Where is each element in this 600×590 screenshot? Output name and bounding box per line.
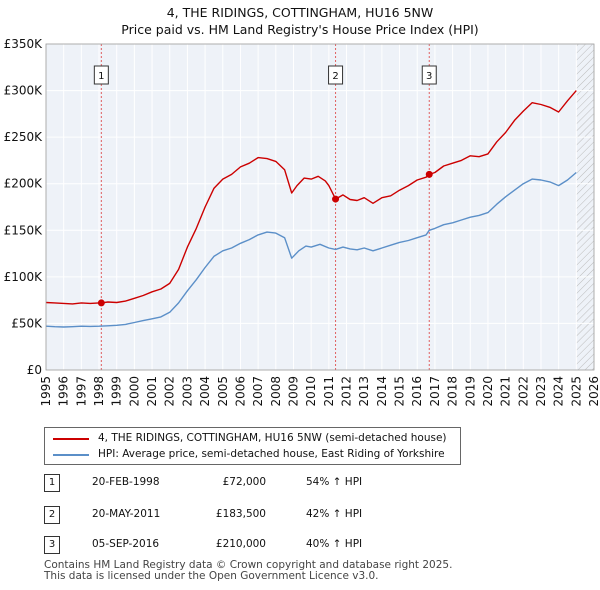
x-tick-label: 2009 [286, 376, 300, 407]
x-tick-label: 2022 [516, 376, 530, 407]
sale-point [97, 299, 105, 307]
x-tick-label: 2024 [552, 376, 566, 407]
sale-date: 20-FEB-1998 [92, 476, 160, 488]
x-tick-label: 2018 [446, 376, 460, 407]
sale-price: £72,000 [222, 476, 266, 488]
y-tick-label: £300K [4, 84, 44, 98]
sale-marker-box [93, 65, 109, 85]
x-tick-label: 2005 [216, 376, 230, 407]
x-tick-label: 2026 [587, 376, 600, 407]
x-tick-label: 2019 [463, 376, 477, 407]
y-tick-label: £50K [11, 316, 43, 330]
plot-area [46, 44, 594, 370]
sale-badge: 2 [44, 506, 60, 524]
sale-marker-box [421, 65, 437, 85]
sale-badge: 1 [44, 474, 60, 492]
legend-swatch-hpi [53, 454, 89, 456]
x-tick-label: 2006 [233, 376, 247, 407]
y-tick-label: £250K [4, 130, 44, 144]
sale-marker-box [328, 65, 344, 85]
x-tick-label: 2025 [569, 376, 583, 407]
x-tick-label: 2000 [127, 376, 141, 407]
x-tick-label: 2003 [180, 376, 194, 407]
property-price-line [45, 90, 577, 305]
hpi-line [45, 171, 577, 328]
y-tick-label: £0 [27, 363, 42, 377]
x-tick-label: 2011 [322, 376, 336, 407]
x-tick-label: 2007 [251, 376, 265, 407]
legend-label-hpi: HPI: Average price, semi-detached house,… [98, 448, 445, 460]
x-tick-label: 2014 [375, 376, 389, 407]
forecast-hatch [576, 44, 594, 370]
x-tick-label: 1995 [39, 376, 53, 407]
x-tick-label: 2012 [340, 376, 354, 407]
x-tick-label: 2013 [357, 376, 371, 407]
legend-swatch-property [53, 438, 89, 440]
x-tick-label: 1996 [57, 376, 71, 407]
sale-row: 1 20-FEB-1998 £72,000 54% ↑ HPI [44, 474, 584, 492]
chart-title: 4, THE RIDINGS, COTTINGHAM, HU16 5NW Pri… [0, 4, 600, 38]
y-tick-label: £200K [4, 177, 44, 191]
x-tick-label: 2023 [534, 376, 548, 407]
x-tick-label: 1998 [92, 376, 106, 407]
sale-hpi-change: 42% ↑ HPI [306, 508, 363, 520]
sale-point [425, 170, 433, 178]
x-tick-label: 2020 [481, 376, 495, 407]
footer: Contains HM Land Registry data © Crown c… [44, 560, 452, 582]
x-tick-label: 2017 [428, 376, 442, 407]
price-chart: £0 £50K £100K £150K £200K £250K £300K £350K 1995… [4, 37, 600, 407]
x-tick-label: 2008 [269, 376, 283, 407]
x-tick-label: 2015 [393, 376, 407, 407]
title-line-1: 4, THE RIDINGS, COTTINGHAM, HU16 5NW [166, 5, 434, 20]
y-tick-label: £350K [4, 37, 44, 51]
x-tick-label: 2010 [304, 376, 318, 407]
x-tick-label: 1999 [110, 376, 124, 407]
sale-badge: 3 [44, 536, 60, 554]
y-tick-label: £100K [4, 270, 44, 284]
legend-label-property: 4, THE RIDINGS, COTTINGHAM, HU16 5NW (se… [98, 432, 447, 444]
plot-frame [45, 43, 595, 371]
sale-row: 2 20-MAY-2011 £183,500 42% ↑ HPI [44, 506, 584, 524]
sale-marker-label: 1 [98, 71, 104, 82]
title-line-2: Price paid vs. HM Land Registry's House … [121, 22, 479, 37]
x-tick-label: 2001 [145, 376, 159, 407]
sale-price: £210,000 [215, 538, 266, 550]
sale-point [332, 195, 340, 203]
x-tick-label: 2002 [163, 376, 177, 407]
x-tick-label: 2021 [499, 376, 513, 407]
footer-copyright: Contains HM Land Registry data © Crown c… [44, 559, 453, 571]
sale-marker-label: 3 [426, 71, 432, 82]
sale-row: 3 05-SEP-2016 £210,000 40% ↑ HPI [44, 536, 584, 554]
sale-hpi-change: 54% ↑ HPI [306, 476, 363, 488]
sale-price: £183,500 [215, 508, 266, 520]
footer-licence: This data is licensed under the Open Gov… [44, 570, 379, 582]
sale-date: 20-MAY-2011 [92, 508, 161, 520]
x-tick-label: 2016 [410, 376, 424, 407]
chart-legend: 4, THE RIDINGS, COTTINGHAM, HU16 5NW (se… [44, 427, 461, 465]
sale-date: 05-SEP-2016 [92, 538, 160, 550]
x-tick-label: 2004 [198, 376, 212, 407]
x-tick-label: 1997 [74, 376, 88, 407]
y-tick-label: £150K [4, 223, 44, 237]
sale-hpi-change: 40% ↑ HPI [306, 538, 363, 550]
sale-marker-label: 2 [332, 71, 338, 82]
